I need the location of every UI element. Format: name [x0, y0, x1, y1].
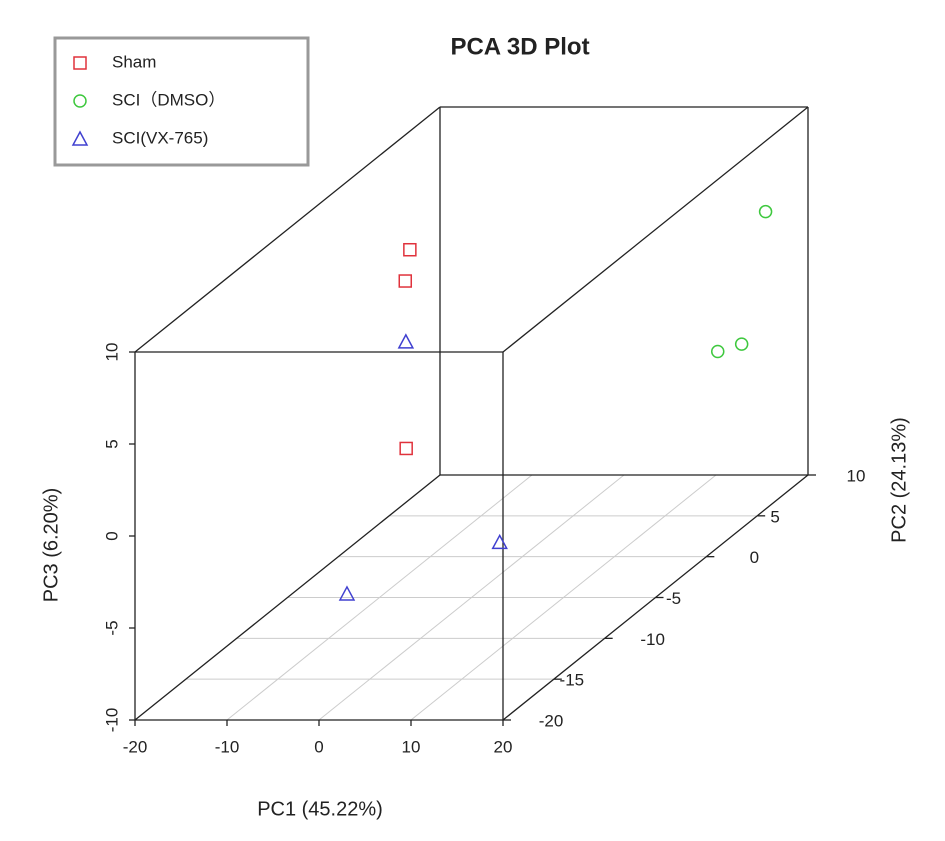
point: [710, 344, 725, 359]
x-tick-label: -20: [123, 737, 148, 756]
legend-label: Sham: [112, 52, 156, 71]
z-axis-label: PC3 (6.20%): [40, 488, 62, 603]
legend-marker: [71, 130, 89, 146]
point: [491, 533, 508, 550]
y-tick-label: -10: [640, 630, 665, 649]
box-edge: [134, 474, 441, 721]
y-tick-label: -20: [539, 711, 564, 730]
y-axis-label: PC2 (24.13%): [888, 417, 910, 543]
legend-label: SCI(VX-765): [112, 128, 208, 147]
point: [338, 585, 356, 601]
y-tick-label: -15: [560, 671, 585, 690]
chart-title: PCA 3D Plot: [450, 33, 589, 60]
z-tick-label: 0: [102, 531, 121, 540]
y-tick-label: 0: [750, 548, 759, 567]
z-tick-label: 5: [102, 439, 121, 448]
point: [758, 204, 773, 219]
legend-marker: [73, 94, 87, 108]
x-tick-label: 20: [494, 737, 513, 756]
legend-box: [53, 36, 310, 167]
z-tick-label: -5: [102, 620, 121, 635]
y-tick-label: 10: [847, 466, 866, 485]
y-tick-label: -5: [666, 589, 681, 608]
y-tick-label: 5: [770, 507, 779, 526]
point: [403, 242, 417, 257]
legend-marker: [73, 56, 87, 70]
point: [398, 274, 413, 288]
grid-line: [226, 474, 533, 721]
x-tick-label: 0: [314, 737, 323, 756]
legend-label: SCI（DMSO）: [112, 90, 225, 109]
z-tick-label: -10: [102, 708, 121, 733]
box-edge: [502, 106, 809, 353]
grid-line: [318, 474, 625, 721]
x-axis-label: PC1 (45.22%): [257, 798, 383, 820]
point: [397, 333, 415, 349]
grid-line: [410, 474, 717, 721]
x-tick-label: -10: [215, 737, 240, 756]
point: [399, 441, 413, 456]
point: [734, 337, 749, 351]
x-tick-label: 10: [402, 737, 421, 756]
z-tick-label: 10: [102, 343, 121, 362]
box-edge: [134, 106, 441, 353]
